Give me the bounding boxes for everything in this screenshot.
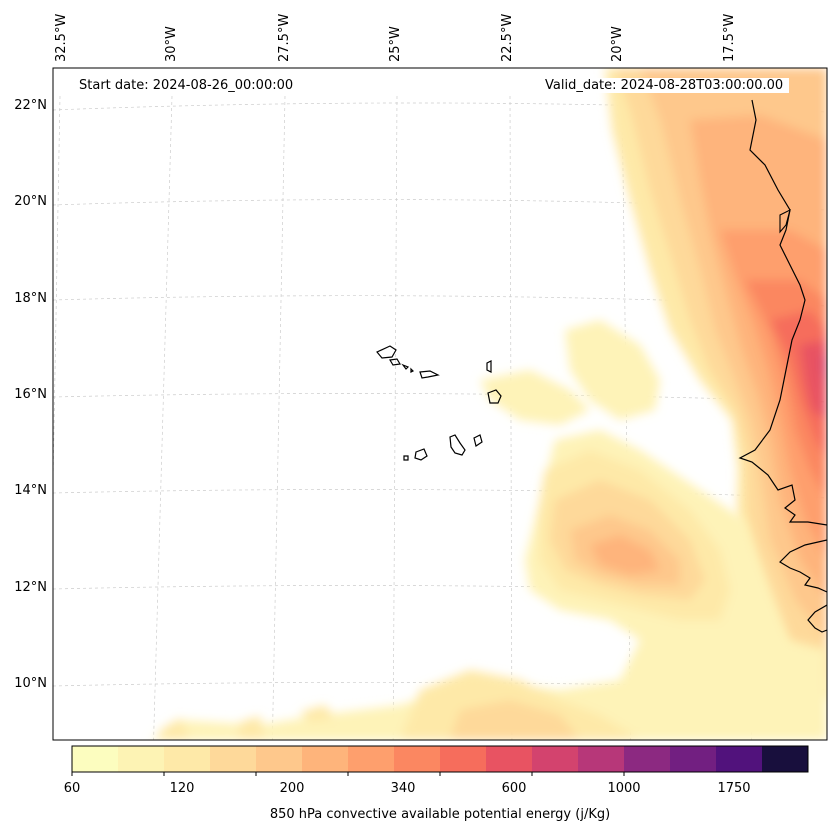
graticule: [53, 95, 827, 740]
longitude-label: 20°W: [610, 26, 625, 62]
latitude-label: 12°N: [14, 580, 47, 595]
latitude-label: 22°N: [14, 98, 47, 113]
colorbar-tick-label: 120: [169, 781, 195, 796]
cape-field-south: [150, 320, 827, 740]
colorbar-segment: [302, 746, 349, 772]
coast-inlet: [779, 208, 791, 234]
colorbar-tick-label: 600: [501, 781, 527, 796]
latitude-label: 14°N: [14, 483, 47, 498]
longitude-label: 22.5°W: [500, 13, 515, 62]
latitude-label: 16°N: [14, 387, 47, 402]
start-date-label: Start date: 2024-08-26_00:00:00: [73, 78, 300, 93]
colorbar-segment: [348, 746, 395, 772]
latitude-label: 20°N: [14, 194, 47, 209]
plot-frame: [52, 67, 828, 741]
colorbar-segment: [394, 746, 441, 772]
coastline-west-africa: [738, 99, 827, 633]
colorbar-tick-label: 1000: [607, 781, 641, 796]
latitude-label: 18°N: [14, 291, 47, 306]
longitude-label: 17.5°W: [722, 13, 737, 62]
colorbar-tick-label: 60: [63, 781, 81, 796]
colorbar-segment: [118, 746, 165, 772]
colorbar-segment: [762, 746, 809, 772]
colorbar-frame: [71, 745, 809, 773]
colorbar-segment: [670, 746, 717, 772]
longitude-label: 25°W: [388, 26, 403, 62]
colorbar-segment: [532, 746, 579, 772]
colorbar-segment: [624, 746, 671, 772]
colorbar-segment: [164, 746, 211, 772]
colorbar-segment: [210, 746, 257, 772]
colorbar-segment: [256, 746, 303, 772]
colorbar-segment: [72, 746, 119, 772]
longitude-label: 27.5°W: [277, 13, 292, 62]
colorbar-label: 850 hPa convective available potential e…: [269, 807, 611, 822]
cape-verde-islands: [376, 345, 502, 461]
colorbar: [72, 746, 809, 772]
colorbar-tick-label: 1750: [717, 781, 751, 796]
cape-field: [605, 68, 827, 700]
valid-date-label: Valid_date: 2024-08-28T03:00:00.00: [539, 78, 790, 93]
longitude-label: 30°W: [164, 26, 179, 62]
colorbar-segment: [486, 746, 533, 772]
colorbar-tick-marks: [71, 772, 625, 776]
latitude-label: 10°N: [14, 676, 47, 691]
colorbar-segment: [578, 746, 625, 772]
colorbar-tick-label: 200: [279, 781, 305, 796]
longitude-label: 32.5°W: [54, 13, 69, 62]
colorbar-segment: [716, 746, 763, 772]
colorbar-tick-label: 340: [390, 781, 416, 796]
colorbar-segment: [440, 746, 487, 772]
